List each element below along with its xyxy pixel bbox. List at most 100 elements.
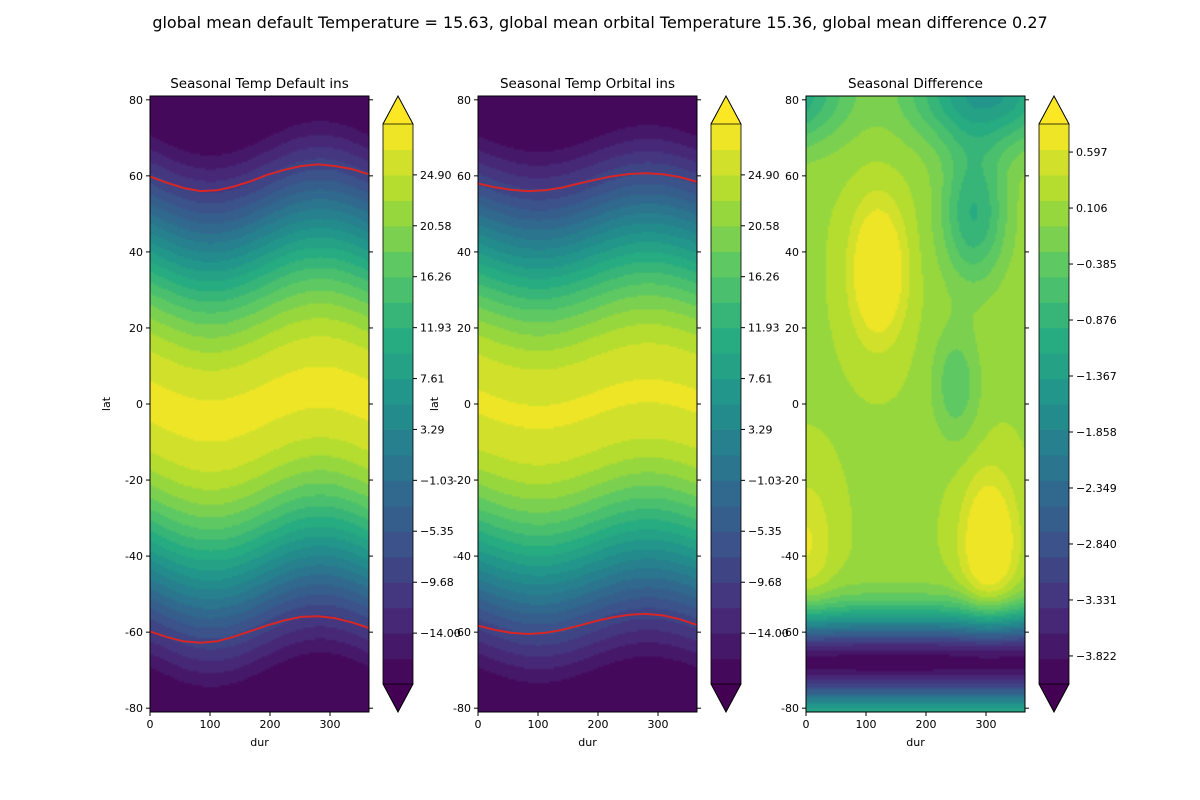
colorbar-tick-label: −3.331 xyxy=(1076,594,1117,607)
x-tick-label: 200 xyxy=(260,718,281,731)
colorbar-band xyxy=(383,327,413,354)
y-tick-label: -40 xyxy=(125,550,143,563)
colorbar-band xyxy=(383,429,413,456)
colorbar-band xyxy=(1039,124,1069,151)
y-tick-label: 80 xyxy=(457,94,471,107)
panel-orbital: Seasonal Temp Orbital ins dur lat xyxy=(428,76,675,749)
figure-suptitle: global mean default Temperature = 15.63,… xyxy=(152,13,1047,32)
panel-default-title: Seasonal Temp Default ins xyxy=(170,76,349,92)
colorbar-band xyxy=(711,174,741,201)
colorbar-band xyxy=(383,582,413,609)
y-tick-label: -40 xyxy=(781,550,799,563)
colorbar-band xyxy=(711,429,741,456)
y-tick-label: 80 xyxy=(785,94,799,107)
colorbar-tick-label: −5.35 xyxy=(420,525,454,538)
colorbar-band xyxy=(1039,174,1069,201)
x-tick-label: 300 xyxy=(320,718,341,731)
y-tick-label: 60 xyxy=(457,170,471,183)
colorbar-band xyxy=(711,404,741,431)
colorbar-band xyxy=(1039,480,1069,507)
colorbar-band xyxy=(383,633,413,660)
y-tick-label: -80 xyxy=(781,702,799,715)
heatmap-field-panel-3 xyxy=(806,96,1025,712)
y-tick-label: -40 xyxy=(453,550,471,563)
colorbar-tick-label: −0.385 xyxy=(1076,258,1117,271)
y-tick-label: 60 xyxy=(785,170,799,183)
panel-difference-title: Seasonal Difference xyxy=(848,76,983,92)
colorbar-band xyxy=(383,607,413,634)
colorbar-band xyxy=(1039,276,1069,303)
colorbar-band xyxy=(383,353,413,380)
colorbar-outline-panel-1 xyxy=(382,95,414,713)
colorbar-tick-label: −5.35 xyxy=(748,525,782,538)
colorbar-band xyxy=(1039,607,1069,634)
colorbar-tick-label: −1.03 xyxy=(748,474,782,487)
y-tick-label: 20 xyxy=(457,322,471,335)
colorbar-tick-label: 0.106 xyxy=(1076,202,1108,215)
colorbar-band xyxy=(711,353,741,380)
y-tick-label: -60 xyxy=(125,626,143,639)
colorbar-tick-label: 16.26 xyxy=(748,271,780,284)
colorbar-tick-label: 24.90 xyxy=(420,169,452,182)
heatmap-field-panel-2 xyxy=(478,96,697,712)
colorbar-tick-label: −1.03 xyxy=(420,474,454,487)
panel-difference-xlabel: dur xyxy=(906,736,925,749)
panel-orbital-ylabel: lat xyxy=(428,396,441,411)
colorbar-band xyxy=(711,302,741,329)
colorbar-tick-label: 16.26 xyxy=(420,271,452,284)
chart-marks: 0 100 200 300 -80 -60 -40 -20 0 20 40 60 80 −14.00 −9.… xyxy=(125,94,1117,731)
colorbar-band xyxy=(1039,429,1069,456)
colorbar-tick-label: −9.68 xyxy=(420,576,454,589)
colorbar-band xyxy=(383,505,413,532)
colorbar-band xyxy=(1039,353,1069,380)
colorbar-tick-label: −14.00 xyxy=(420,627,461,640)
colorbar-tick-label: −14.00 xyxy=(748,627,789,640)
y-tick-label: -20 xyxy=(781,474,799,487)
y-tick-label: -80 xyxy=(125,702,143,715)
y-tick-label: -60 xyxy=(781,626,799,639)
colorbar-tick-label: −1.367 xyxy=(1076,370,1117,383)
y-tick-label: -80 xyxy=(453,702,471,715)
y-tick-label: -60 xyxy=(453,626,471,639)
y-tick-label: 0 xyxy=(792,398,799,411)
colorbar-band xyxy=(383,124,413,151)
colorbar-tick-label: 7.61 xyxy=(748,373,773,386)
contour-line-south-panel-1 xyxy=(149,615,370,644)
colorbar-band xyxy=(711,582,741,609)
x-tick-label: 300 xyxy=(648,718,669,731)
x-tick-label: 0 xyxy=(803,718,810,731)
colorbar-tick-label: 20.58 xyxy=(748,220,780,233)
x-tick-label: 0 xyxy=(475,718,482,731)
y-tick-label: 60 xyxy=(129,170,143,183)
colorbar-band xyxy=(383,149,413,176)
colorbar-band xyxy=(1039,327,1069,354)
colorbar-band xyxy=(711,149,741,176)
colorbar-band xyxy=(1039,658,1069,685)
colorbar-band xyxy=(383,302,413,329)
colorbar-band xyxy=(1039,454,1069,481)
heatmap-field-panel-1 xyxy=(150,96,369,712)
x-tick-label: 0 xyxy=(147,718,154,731)
colorbar-band xyxy=(383,225,413,252)
colorbar-tick-label: 11.93 xyxy=(748,322,780,335)
colorbar-tick-label: 0.597 xyxy=(1076,146,1108,159)
colorbar-band xyxy=(1039,225,1069,252)
colorbar-tick-label: 24.90 xyxy=(748,169,780,182)
panel-default: Seasonal Temp Default ins dur lat xyxy=(100,76,349,749)
colorbar-tick-label: 3.29 xyxy=(748,423,773,436)
y-tick-label: 0 xyxy=(464,398,471,411)
colorbar-tick-label: −2.840 xyxy=(1076,538,1117,551)
colorbar-band xyxy=(383,200,413,227)
colorbar-outline-panel-2 xyxy=(710,95,742,713)
colorbar-band xyxy=(383,658,413,685)
y-tick-label: 40 xyxy=(785,246,799,259)
colorbar-band xyxy=(711,225,741,252)
colorbar-band xyxy=(383,174,413,201)
colorbar-band xyxy=(383,531,413,558)
colorbar-band xyxy=(711,251,741,278)
contour-line-north-panel-2 xyxy=(477,172,698,193)
panel-default-ylabel: lat xyxy=(100,396,113,411)
panel-orbital-xlabel: dur xyxy=(578,736,597,749)
x-tick-label: 100 xyxy=(528,718,549,731)
